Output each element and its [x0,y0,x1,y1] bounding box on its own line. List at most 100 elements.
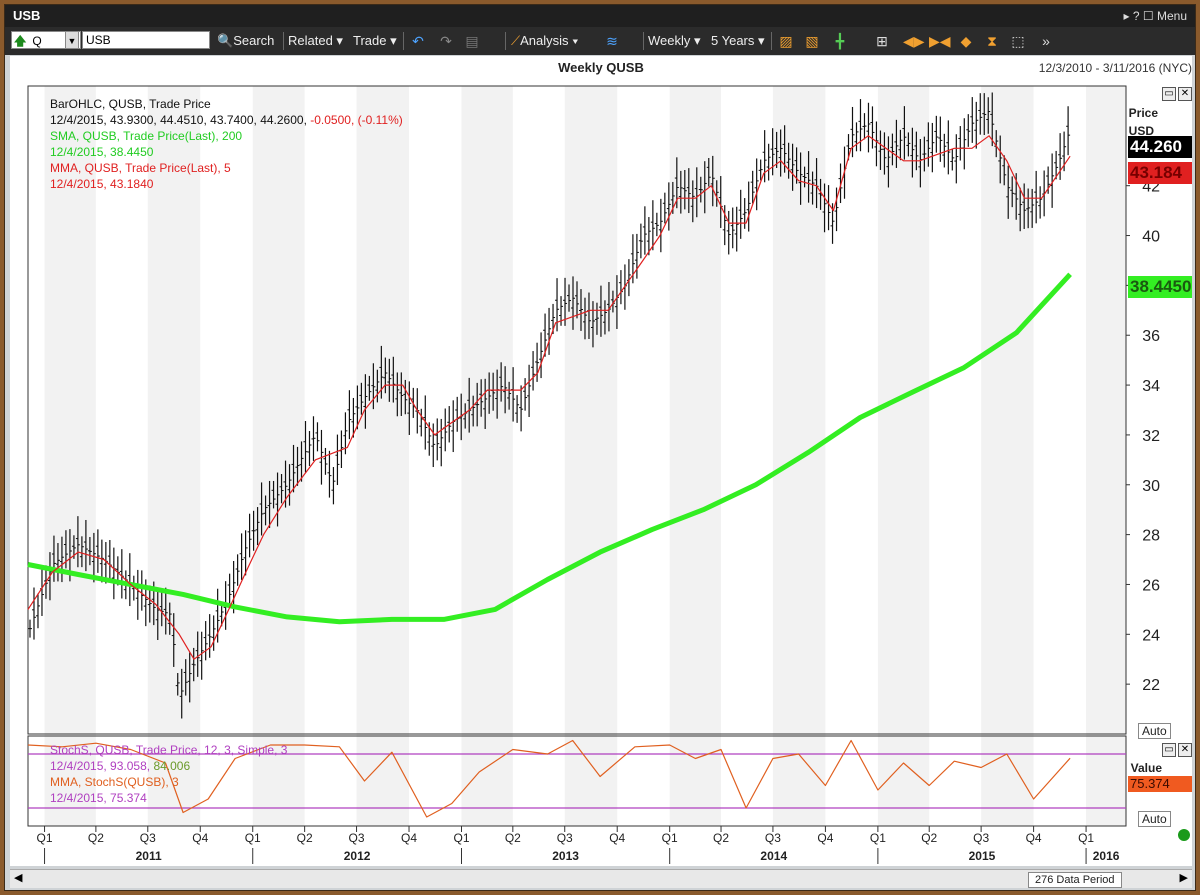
time-scrollbar[interactable]: ◀ 276 Data Period ▶ [10,869,1192,888]
ohlc-bar [535,342,540,382]
ohlc-bar [375,369,380,403]
ohlc-bar [543,313,548,357]
price-auto-button[interactable]: Auto [1138,723,1171,739]
ohlc-bar [575,281,579,319]
ohlc-bar [363,374,368,429]
fit-icon[interactable]: ▶◀ [929,33,951,49]
ohlc-bar [678,170,683,214]
trade-menu[interactable]: Trade ▾ [353,33,397,48]
ohlc-bar [958,126,963,161]
year-label: 2011 [136,849,162,863]
ohlc-bar [894,119,899,168]
ohlc-bar [930,122,935,173]
compare-icon[interactable]: ▧ [805,33,819,49]
chart-svg[interactable]: 2224262830323436384042Q1Q2Q3Q4Q1Q2Q3Q4Q1… [10,56,1192,866]
ohlc-bar [658,198,663,253]
ohlc-bar [251,510,256,551]
ohlc-bar [527,364,532,418]
ohlc-bar [582,297,587,340]
window-control-icons[interactable]: ▸ ? ☐ [1123,9,1154,23]
ohlc-bar [802,166,807,188]
chevron-down-icon[interactable]: ▼ [65,31,79,49]
interval-select[interactable]: Weekly ▾ [648,33,701,48]
compress-icon[interactable]: ⧗ [987,33,997,49]
y-tick-label: 30 [1142,478,1160,495]
status-indicator [1178,829,1190,841]
stoch-legend-values-a: 12/4/2015, 93.058, [50,759,151,773]
ohlc-bar [966,114,971,147]
ohlc-bar [351,397,356,438]
ohlc-bar [1058,133,1063,180]
ohlc-bar [399,372,404,416]
range-select[interactable]: 5 Years ▾ [711,33,765,48]
ohlc-bar [598,285,603,337]
studies-icon[interactable]: ≋ [606,33,618,49]
ohlc-bar [295,446,300,486]
stoch-legend-values: 12/4/2015, 93.058, 84.006 [50,758,287,774]
app-window: USB ▸ ? ☐ Menu 🡅 Q ▼ USB 🔍Search Related … [4,4,1196,891]
menu-button[interactable]: Menu [1156,9,1187,23]
close-icon[interactable]: ✕ [1178,743,1192,757]
ohlc-bar [810,171,815,205]
quarter-label: Q3 [973,831,989,845]
restore-icon[interactable]: ▭ [1162,743,1176,757]
ohlc-bar [31,587,36,640]
scale-up-down-icon[interactable]: ◆ [960,33,972,49]
stoch-legend: StochS, QUSB, Trade Price, 12, 3, Simple… [50,742,287,806]
quarter-label: Q2 [505,831,521,845]
ohlc-bar [443,408,448,452]
ohlc-bar [263,495,268,526]
analysis-menu[interactable]: ⟋Analysis ▾ [511,33,579,48]
scroll-right-icon[interactable]: ▶ [1179,872,1188,884]
more-icon[interactable]: » [1042,33,1050,49]
ohlc-bar [750,170,755,204]
ohlc-bar [259,482,264,536]
chart-window: Weekly QUSB 12/3/2010 - 3/11/2016 (NYC) … [10,56,1192,866]
data-period-button[interactable]: 276 Data Period [1028,872,1122,888]
y-tick-label: 28 [1142,528,1160,545]
line-chart-icon[interactable]: ▨ [779,33,793,49]
ticker-input[interactable]: USB [82,31,210,49]
quarter-label: Q3 [349,831,365,845]
ohlc-bar [167,602,172,635]
crosshair-icon[interactable]: ╋ [835,33,845,49]
ohlc-bar [567,284,572,312]
ohlc-bar [590,301,595,348]
stoch-pane-buttons[interactable]: ▭ ✕ [1160,743,1192,757]
select-tool-icon[interactable]: ⬚ [1011,33,1025,49]
redo-icon[interactable]: ↷ [440,33,452,49]
stoch-auto-button[interactable]: Auto [1138,811,1171,827]
related-menu[interactable]: Related ▾ [288,33,343,48]
search-button[interactable]: 🔍Search [217,31,274,51]
ohlc-bar [135,569,140,620]
interval-value: Weekly [648,33,691,48]
restore-icon[interactable]: ▭ [1162,87,1176,101]
ohlc-bar [902,106,907,160]
ohlc-bar [163,587,168,635]
ohlc-bar [139,570,144,611]
scroll-left-right-icon[interactable]: ◀▶ [903,33,925,49]
folder-icon[interactable]: ▤ [465,33,479,49]
ohlc-bar [786,142,791,179]
y-tick-label: 32 [1142,428,1160,445]
analysis-label: Analysis [520,33,569,48]
ohlc-bar [978,93,983,135]
ohlc-bar [650,200,655,251]
ohlc-bar [1002,155,1007,186]
symbol-type-select[interactable]: 🡅 Q [11,31,81,49]
scroll-left-icon[interactable]: ◀ [14,872,23,884]
search-icon: 🔍 [217,33,234,48]
quarter-label: Q1 [870,831,886,845]
ohlc-bar [874,121,879,167]
toolbar: 🡅 Q ▼ USB 🔍Search Related ▾ Trade ▾ ↶ ↷ ▤… [5,27,1195,55]
zoom-icon[interactable]: ⊞ [876,33,888,49]
undo-icon[interactable]: ↶ [412,33,424,49]
price-pane-buttons[interactable]: ▭ ✕ [1160,87,1192,101]
ohlc-bar [175,673,180,696]
ohlc-bar [383,357,388,394]
ohlc-bar [435,418,440,461]
ohlc-bar [51,535,56,582]
close-icon[interactable]: ✕ [1178,87,1192,101]
ohlc-bar [998,135,1003,184]
window-controls[interactable]: ▸ ? ☐ Menu [1124,5,1188,27]
